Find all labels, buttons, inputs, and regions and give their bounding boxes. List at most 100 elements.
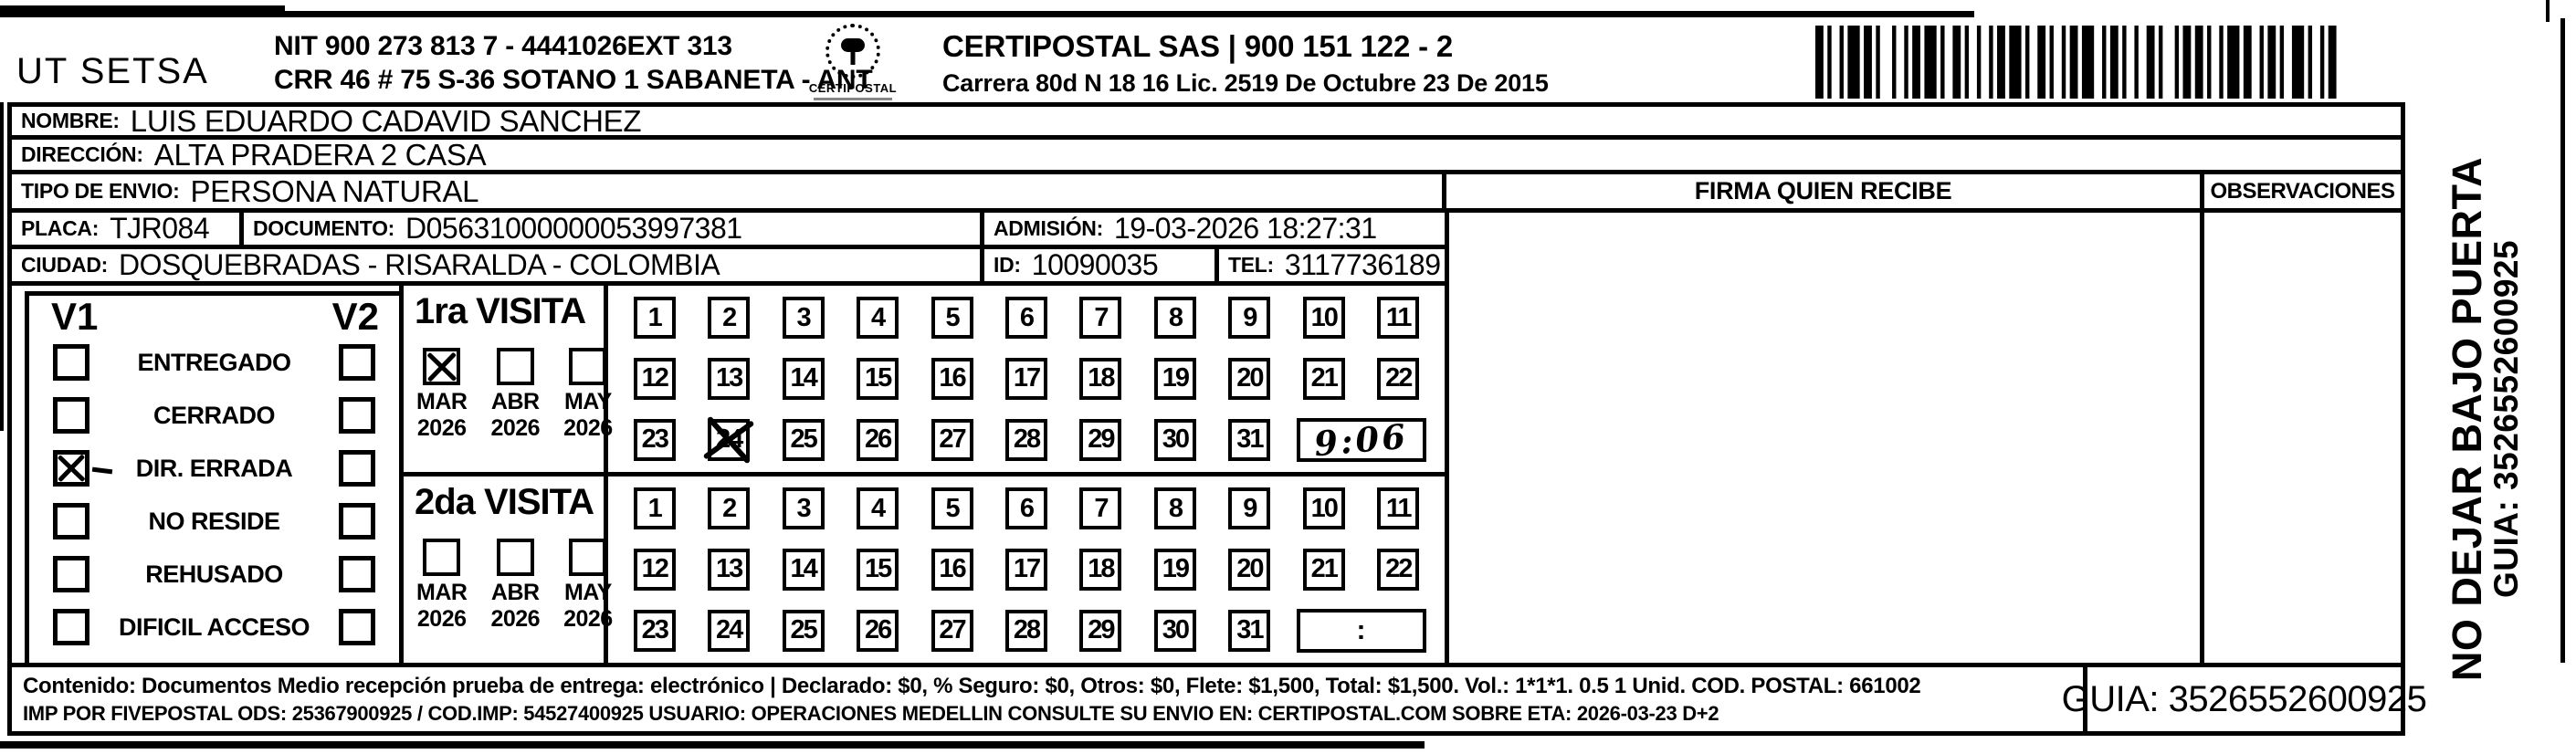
day-number: 21 xyxy=(1310,363,1339,393)
day-cell-3: 3 xyxy=(782,297,825,340)
month-label: MAR xyxy=(416,389,468,414)
day-cell-17: 17 xyxy=(1004,357,1047,400)
documento-value: D05631000000053997381 xyxy=(405,213,742,245)
ciudad-label: CIUDAD: xyxy=(21,253,108,277)
status-label-dificil-acceso: DIFICIL ACCESO xyxy=(118,613,310,641)
observaciones-area xyxy=(2200,213,2401,663)
day-number: 6 xyxy=(1019,493,1035,523)
month-option-abr: ABR 2026 xyxy=(490,539,541,633)
visit-2-day-grid: 1 2 3 4 5 6 7 8 9 10 11 12 13 14 15 16 17 18 19 20 21 22 23 24 2… xyxy=(608,476,1445,663)
day-cell-31: 31 xyxy=(1228,609,1271,652)
month-option-mar: MAR 2026 xyxy=(416,348,468,442)
v1-checkbox-no-reside xyxy=(53,503,89,539)
day-number: 31 xyxy=(1236,424,1264,455)
v1-checkbox-dificil-acceso xyxy=(53,609,89,645)
day-number: 6 xyxy=(1019,302,1035,332)
month-year: 2026 xyxy=(563,414,613,441)
status-row-dificil-acceso: DIFICIL ACCESO xyxy=(44,609,384,645)
month-checkbox-mar xyxy=(423,348,461,385)
day-number: 10 xyxy=(1310,302,1339,332)
day-cell-14: 14 xyxy=(782,548,825,591)
month-year: 2026 xyxy=(490,605,541,632)
day-number: 3 xyxy=(796,493,812,523)
ciudad-value: DOSQUEBRADAS - RISARALDA - COLOMBIA xyxy=(119,249,720,281)
tipo-envio-cell: TIPO DE ENVIO: PERSONA NATURAL xyxy=(12,174,1442,208)
day-number: 29 xyxy=(1088,424,1115,455)
visit-2-time-box: : xyxy=(1296,608,1426,653)
day-cell-5: 5 xyxy=(931,297,973,340)
status-label-no-reside: NO RESIDE xyxy=(148,507,280,535)
day-cell-21: 21 xyxy=(1302,357,1345,400)
status-row-no-reside: NO RESIDE xyxy=(44,503,384,539)
day-number: 28 xyxy=(1013,615,1041,645)
status-row-rehusado: REHUSADO xyxy=(44,556,384,592)
documento-label: DOCUMENTO: xyxy=(253,216,395,240)
certipostal-logo-icon xyxy=(825,24,880,79)
status-row-cerrado: CERRADO xyxy=(44,397,384,434)
month-checkbox-mar xyxy=(423,539,461,576)
day-number: 24 xyxy=(716,424,743,455)
day-cell-25: 25 xyxy=(782,418,825,461)
day-number: 20 xyxy=(1236,363,1264,393)
handwritten-dash xyxy=(91,466,113,475)
day-cell-3: 3 xyxy=(782,487,825,530)
visit-1-time-box: 9:06 xyxy=(1296,415,1426,464)
day-cell-8: 8 xyxy=(1153,297,1196,340)
day-cell-29: 29 xyxy=(1079,418,1122,461)
day-cell-27: 27 xyxy=(931,418,973,461)
status-panel: V1 V2 ENTREGADO CERRADO DIR. ERRADA NO RESI… xyxy=(12,286,399,663)
id-cell: ID: 10090035 xyxy=(984,249,1219,281)
day-cell-9: 9 xyxy=(1228,487,1271,530)
day-number: 12 xyxy=(641,554,669,584)
day-cell-24: 24 xyxy=(708,418,751,461)
day-cell-12: 12 xyxy=(633,357,676,400)
status-panel-header: V1 V2 xyxy=(29,296,399,336)
v1-checkbox-entregado xyxy=(53,344,89,381)
day-number: 5 xyxy=(945,302,960,332)
day-number: 24 xyxy=(716,615,743,645)
day-cell-4: 4 xyxy=(857,487,899,530)
day-number: 13 xyxy=(716,554,743,584)
placa-cell: PLACA: TJR084 xyxy=(12,213,244,245)
day-cell-2: 2 xyxy=(708,487,751,530)
day-cell-11: 11 xyxy=(1377,297,1420,340)
provider-address-license: Carrera 80d N 18 16 Lic. 2519 De Octubre… xyxy=(942,69,1549,97)
day-cell-26: 26 xyxy=(857,609,899,652)
day-number: 5 xyxy=(945,493,960,523)
month-year: 2026 xyxy=(563,605,613,632)
day-cell-20: 20 xyxy=(1228,548,1271,591)
day-cell-7: 7 xyxy=(1079,297,1122,340)
certipostal-logo: CERTIPOSTAL xyxy=(796,24,909,100)
tel-cell: TEL: 3117736189 xyxy=(1219,249,1445,281)
day-number: 17 xyxy=(1013,363,1041,393)
month-year: 2026 xyxy=(416,605,467,632)
day-number: 15 xyxy=(864,363,892,393)
day-cell-8: 8 xyxy=(1153,487,1196,530)
x-mark xyxy=(58,455,85,482)
day-number: 19 xyxy=(1162,554,1190,584)
left-pane: PLACA: TJR084 DOCUMENTO: D05631000000053… xyxy=(12,213,1449,663)
tipo-envio-value: PERSONA NATURAL xyxy=(190,173,479,208)
provider-name-nit: CERTIPOSTAL SAS | 900 151 122 - 2 xyxy=(942,29,1453,63)
side-strip: NO DEJAR BAJO PUERTA GUIA: 3526552600925 xyxy=(2407,102,2564,736)
day-cell-28: 28 xyxy=(1004,418,1047,461)
status-row-entregado: ENTREGADO xyxy=(44,344,384,381)
side-guia-number: GUIA: 3526552600925 xyxy=(2487,239,2526,599)
day-cell-2: 2 xyxy=(708,297,751,340)
visit-1-section: 1ra VISITA MAR 2026 ABR 2026 MAY 2026 1 2 3 4 5 6 7 8 9… xyxy=(404,286,1445,476)
footer-imp-line: IMP POR FIVEPOSTAL ODS: 25367900925 / CO… xyxy=(23,702,1719,725)
day-number: 9 xyxy=(1243,493,1257,523)
sender-street-line: CRR 46 # 75 S-36 SOTANO 1 SABANETA - ANT xyxy=(274,65,873,95)
day-number: 8 xyxy=(1168,493,1183,523)
footer: Contenido: Documentos Medio recepción pr… xyxy=(12,663,2427,731)
day-number: 30 xyxy=(1162,615,1190,645)
v1-checkbox-cerrado xyxy=(53,397,89,434)
day-number: 7 xyxy=(1094,493,1109,523)
month-option-mar: MAR 2026 xyxy=(416,539,468,633)
day-cell-6: 6 xyxy=(1004,487,1047,530)
no-dejar-bajo-puerta-text: NO DEJAR BAJO PUERTA xyxy=(2444,156,2491,682)
day-number: 8 xyxy=(1168,302,1183,332)
id-label: ID: xyxy=(994,253,1021,277)
v2-checkbox-dificil-acceso xyxy=(339,609,375,645)
day-number: 27 xyxy=(939,615,966,645)
